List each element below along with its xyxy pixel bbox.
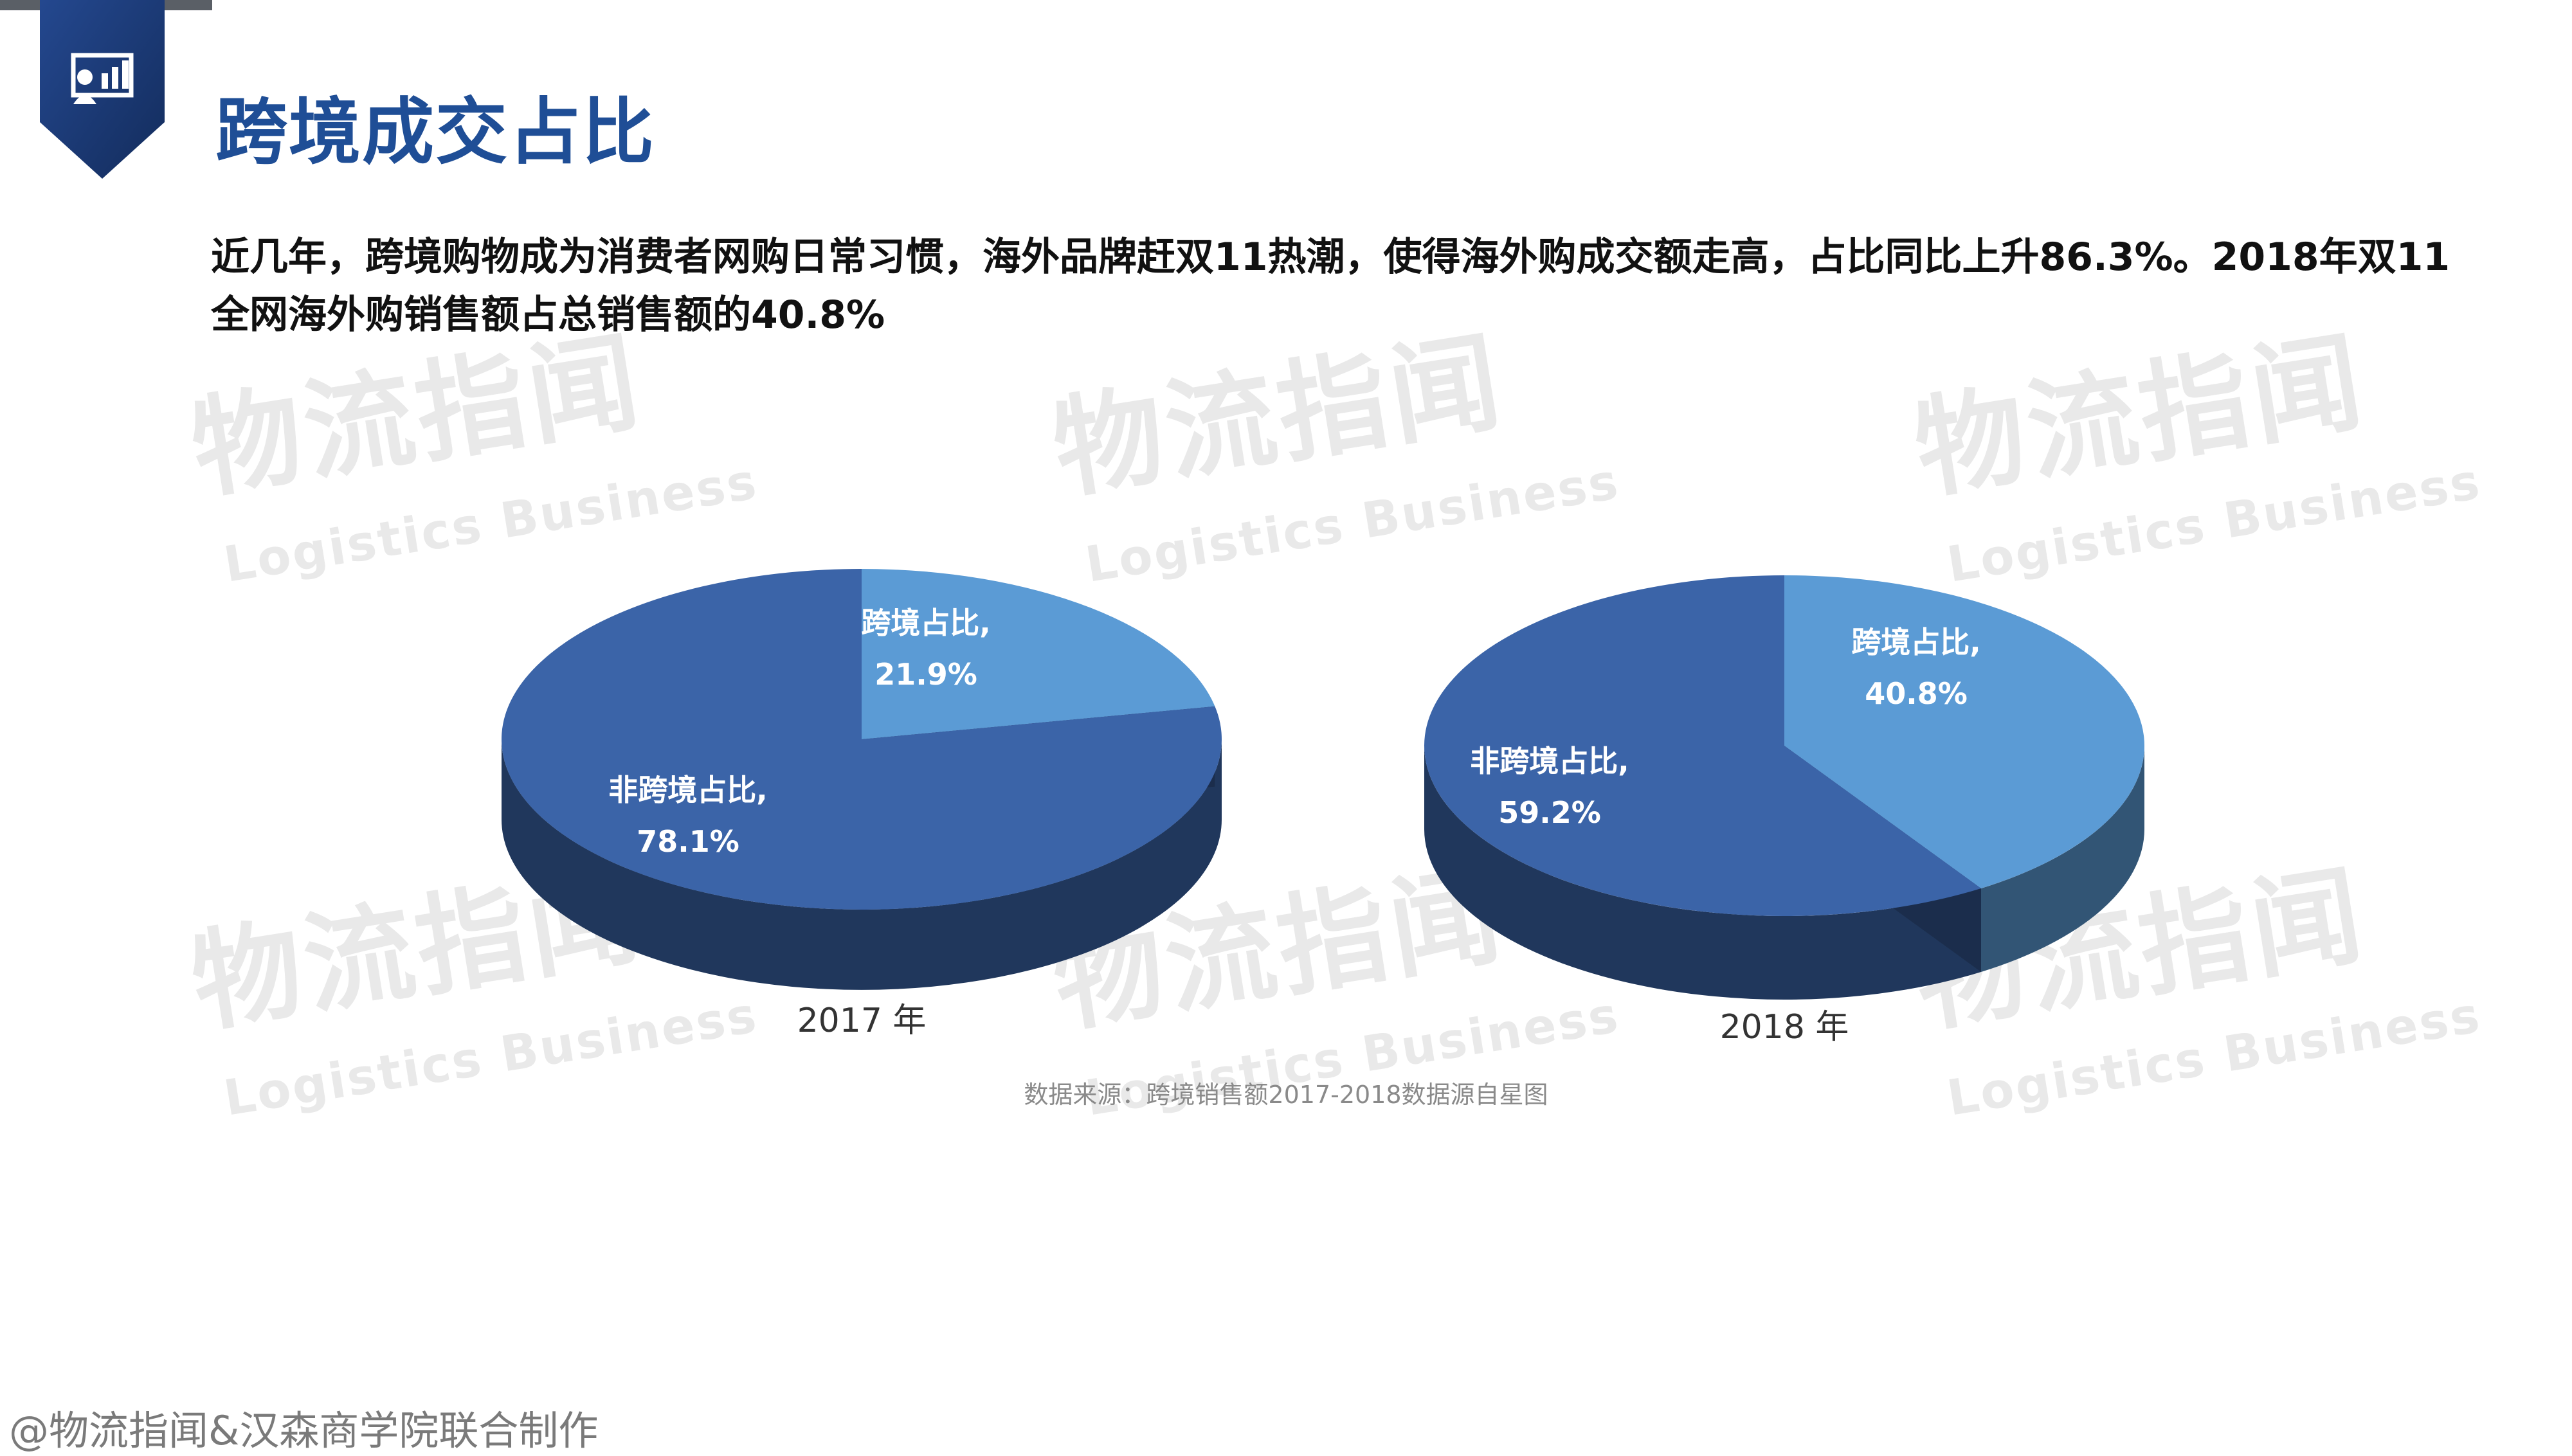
pie-slice-1 [1784,575,2144,888]
pie-chart-2 [1424,575,2144,1000]
chart-year-label: 2017 年 [797,1002,927,1040]
pie-side-wall [502,739,1222,990]
slice-label: 非跨境占比, [608,773,767,807]
pie-side-wall [1980,746,2144,972]
slice-value-label: 78.1% [637,824,739,859]
slice-label: 跨境占比, [1851,625,1980,660]
pie-side-wall [1424,746,1981,1000]
page-title: 跨境成交占比 [215,91,655,174]
presentation-icon [40,0,165,179]
pie-slice-1 [862,569,1215,739]
description-text: 近几年，跨境购物成为消费者网购日常习惯，海外品牌赶双11热潮，使得海外购成交额走… [211,235,2450,337]
pie-chart-1 [501,569,1222,990]
slice-value-label: 40.8% [1865,676,1968,711]
slice-label: 跨境占比, [861,606,990,640]
slice-value-label: 59.2% [1498,795,1601,830]
pie-slice-2 [501,569,1222,910]
label-layer: 跨境占比, 21.9% 非跨境占比, 78.1% 2017 年 跨境占比, 40.8% 非跨境… [608,606,1980,1047]
data-source-note: 数据来源：跨境销售额2017-2018数据源自星图 [1024,1081,1548,1109]
pie-slice-2 [1424,575,1981,916]
footer-credit: @物流指闻&汉森商学院联合制作 [9,1407,599,1454]
chart-year-label: 2018 年 [1720,1008,1849,1047]
slice-label: 非跨境占比, [1470,744,1629,778]
pie-layer [501,569,2144,1000]
slice-value-label: 21.9% [874,657,977,692]
